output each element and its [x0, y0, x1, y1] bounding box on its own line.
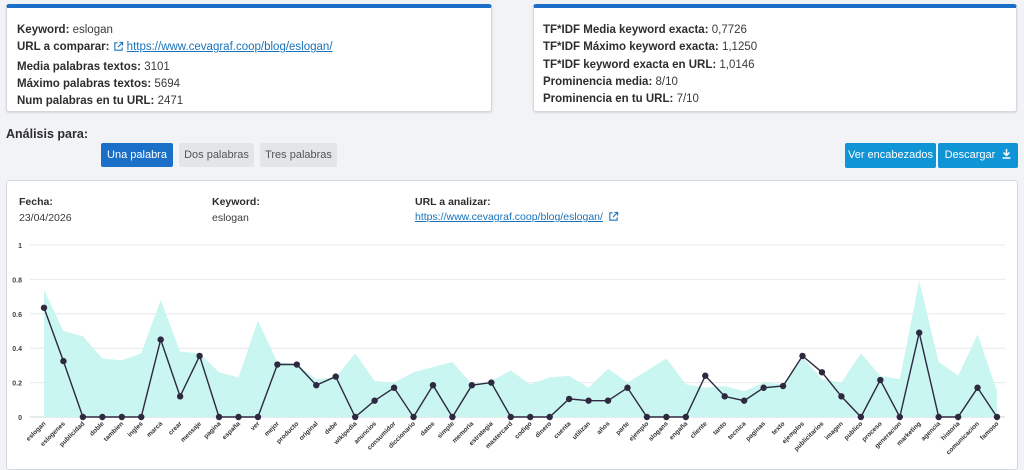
- fecha-value: 23/04/2026: [19, 212, 72, 224]
- max-label: Máximo palabras textos:: [17, 77, 152, 90]
- prom-media-label: Prominencia media:: [543, 75, 653, 88]
- prom-url-label: Prominencia en tu URL:: [543, 93, 674, 106]
- num-value: 2471: [157, 95, 184, 108]
- tf-max-label: TF*IDF Máximo keyword exacta:: [543, 41, 719, 54]
- tf-max-row: TF*IDF Máximo keyword exacta: 1,1250: [543, 39, 1006, 56]
- tab-tres-palabras[interactable]: Tres palabras: [260, 143, 337, 167]
- url-compare-row: URL a comparar: https://www.cevagraf.coo…: [17, 39, 481, 58]
- prom-media-value: 8/10: [655, 75, 678, 88]
- detail-keyword-label: Keyword:: [212, 196, 260, 208]
- num-label: Num palabras en tu URL:: [17, 95, 155, 108]
- prom-url-row: Prominencia en tu URL: 7/10: [543, 91, 1006, 108]
- media-value: 3101: [144, 60, 170, 73]
- summary-card-right: TF*IDF Media keyword exacta: 0,7726 TF*I…: [533, 4, 1017, 112]
- tf-url-row: TF*IDF keyword exacta en URL: 1,0146: [543, 57, 1006, 74]
- ver-encabezados-button[interactable]: Ver encabezados: [845, 143, 936, 168]
- download-icon: [1002, 144, 1011, 169]
- tab-dos-palabras[interactable]: Dos palabras: [179, 143, 254, 167]
- tab-una-palabra[interactable]: Una palabra: [101, 143, 173, 167]
- media-label: Media palabras textos:: [17, 60, 141, 73]
- num-row: Num palabras en tu URL: 2471: [17, 93, 481, 110]
- url-analizar-link[interactable]: https://www.cevagraf.coop/blog/eslogan/: [415, 211, 603, 223]
- prom-url-value: 7/10: [676, 93, 699, 106]
- max-value: 5694: [154, 77, 181, 90]
- tf-media-value: 0,7726: [711, 24, 747, 36]
- tf-media-label: TF*IDF Media keyword exacta:: [543, 24, 709, 36]
- descargar-button[interactable]: Descargar: [938, 143, 1018, 168]
- media-row: Media palabras textos: 3101: [17, 59, 481, 76]
- keyword-row: Keyword: eslogan: [17, 22, 481, 39]
- external-link-icon[interactable]: [608, 211, 619, 225]
- external-link-icon[interactable]: [113, 41, 124, 58]
- tf-media-row: TF*IDF Media keyword exacta: 0,7726: [543, 22, 1006, 39]
- analysis-panel: Fecha: 23/04/2026 Keyword: eslogan URL a…: [6, 180, 1018, 470]
- tf-url-label: TF*IDF keyword exacta en URL:: [543, 58, 717, 71]
- url-compare-label: URL a comparar:: [17, 41, 110, 54]
- keyword-label: Keyword:: [17, 24, 70, 36]
- tf-max-value: 1,1250: [721, 41, 758, 54]
- url-analizar-row: https://www.cevagraf.coop/blog/eslogan/: [415, 211, 619, 225]
- keyword-value: eslogan: [72, 24, 113, 36]
- url-analizar-label: URL a analizar:: [415, 196, 491, 208]
- detail-keyword-value: eslogan: [212, 212, 249, 224]
- url-compare-link[interactable]: https://www.cevagraf.coop/blog/eslogan/: [126, 41, 333, 54]
- max-row: Máximo palabras textos: 5694: [17, 76, 481, 93]
- tf-url-value: 1,0146: [719, 58, 755, 71]
- fecha-label: Fecha:: [19, 196, 53, 208]
- prom-media-row: Prominencia media: 8/10: [543, 74, 1006, 91]
- summary-card-left: Keyword: eslogan URL a comparar: https:/…: [6, 4, 492, 112]
- descargar-label: Descargar: [944, 149, 996, 161]
- analysis-title: Análisis para:: [6, 127, 88, 141]
